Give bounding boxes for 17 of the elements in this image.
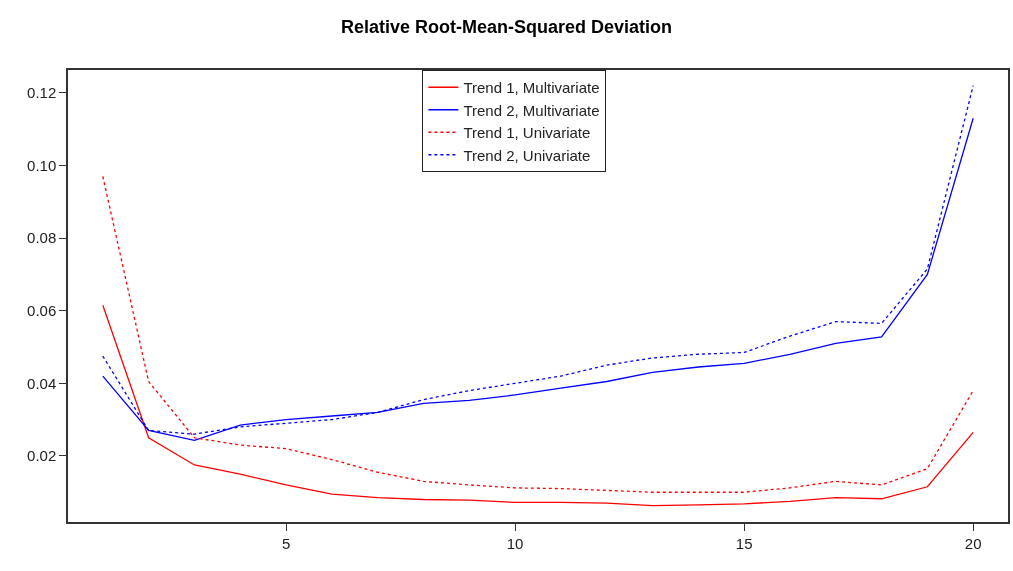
- x-tick-label: 5: [281, 534, 291, 552]
- line-series: [102, 175, 974, 493]
- legend-label: Trend 2, Univariate: [463, 146, 591, 164]
- y-tick-label: 0.06: [27, 301, 57, 319]
- y-tick-label: 0.02: [27, 447, 57, 465]
- legend-label: Trend 1, Multivariate: [463, 79, 600, 97]
- x-tick-label: 20: [964, 534, 982, 552]
- legend-label: Trend 2, Multivariate: [463, 101, 600, 119]
- x-tick-label: 15: [735, 534, 753, 552]
- y-tick-label: 0.08: [27, 229, 57, 247]
- y-tick-label: 0.04: [27, 374, 57, 392]
- y-tick-label: 0.10: [27, 156, 57, 174]
- y-tick-label: 0.12: [27, 84, 57, 102]
- x-tick-label: 10: [506, 534, 524, 552]
- chart-title: Relative Root-Mean-Squared Deviation: [340, 16, 673, 37]
- legend-label: Trend 1, Univariate: [463, 124, 591, 142]
- line-series: [102, 304, 974, 507]
